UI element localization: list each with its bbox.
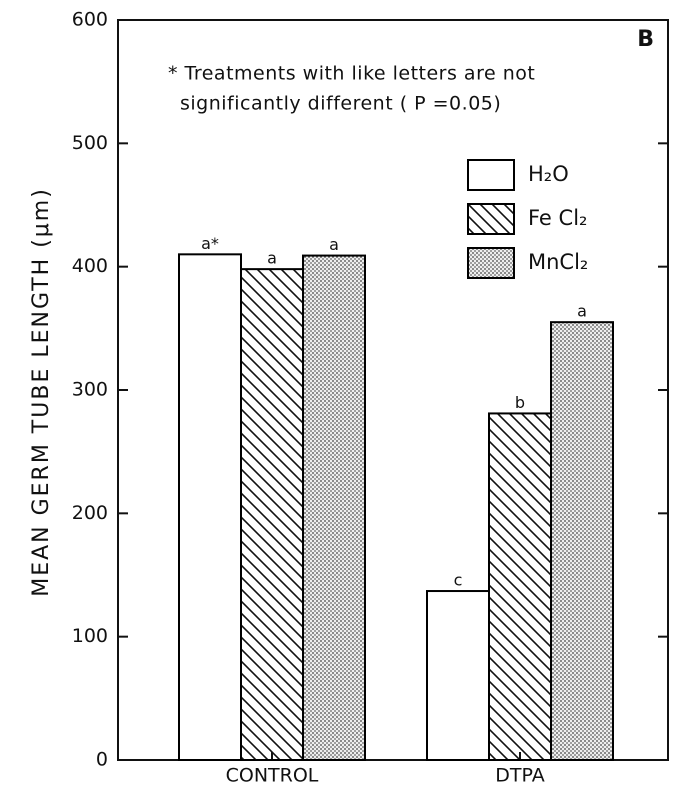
bar <box>550 321 614 761</box>
bar <box>240 268 304 761</box>
bar <box>426 590 490 761</box>
panel-label: B <box>637 27 654 52</box>
y-tick-label: 300 <box>72 379 108 401</box>
legend-swatch <box>467 203 515 235</box>
note-line: * Treatments with like letters are not <box>168 63 535 85</box>
y-axis-label: MEAN GERM TUBE LENGTH (μm) <box>29 187 54 597</box>
bar-letter: a <box>329 235 339 254</box>
legend-label: H₂O <box>528 162 569 186</box>
y-tick-label: 400 <box>72 255 108 277</box>
y-tick-label: 0 <box>96 749 108 771</box>
legend-label: Fe Cl₂ <box>528 206 587 230</box>
y-tick-label: 200 <box>72 502 108 524</box>
y-tick-label: 600 <box>72 9 108 31</box>
y-tick-label: 100 <box>72 625 108 647</box>
bar <box>178 253 242 761</box>
legend-swatch <box>467 247 515 279</box>
bar-letter: a <box>267 249 277 268</box>
x-tick-label: CONTROL <box>226 765 319 787</box>
legend-label: MnCl₂ <box>528 250 588 274</box>
legend-swatch <box>467 159 515 191</box>
note-line: significantly different ( P =0.05) <box>180 93 501 115</box>
bar-letter: a <box>577 302 587 321</box>
bar-letter: b <box>515 393 525 412</box>
x-tick-label: DTPA <box>495 765 544 787</box>
bar-letter: a* <box>201 234 219 253</box>
bar-letter: c <box>454 571 463 590</box>
y-tick-label: 500 <box>72 132 108 154</box>
bar <box>302 254 366 761</box>
bar <box>488 412 552 761</box>
